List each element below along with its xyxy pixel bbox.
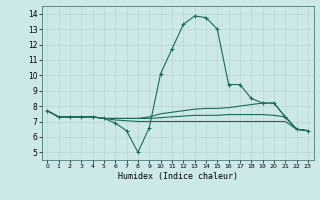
X-axis label: Humidex (Indice chaleur): Humidex (Indice chaleur) [118, 172, 237, 181]
